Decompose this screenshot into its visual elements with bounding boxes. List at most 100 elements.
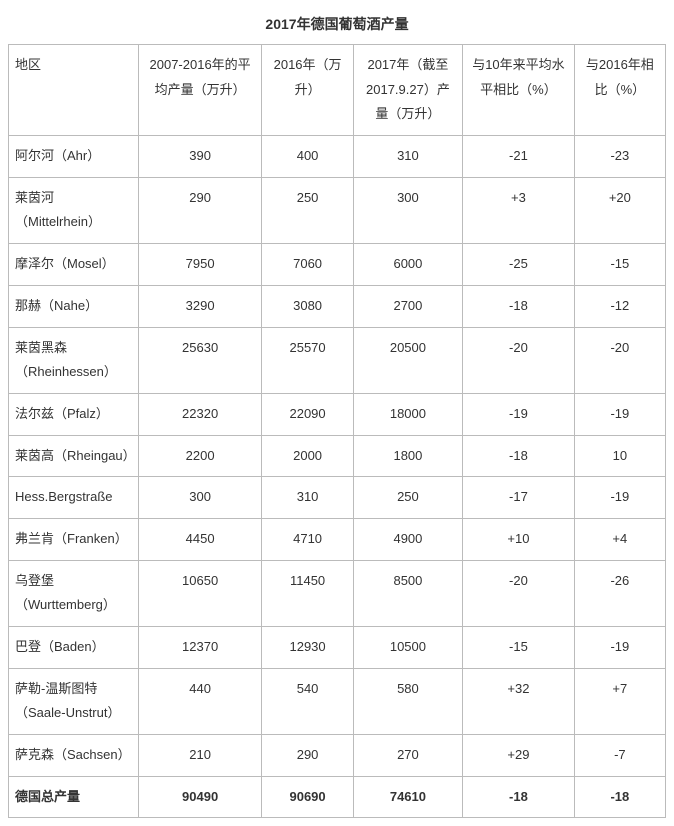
cell-vs16: -20 xyxy=(574,327,665,393)
cell-avg: 210 xyxy=(138,735,262,777)
cell-vs10: -18 xyxy=(463,435,575,477)
cell-vs16: -7 xyxy=(574,735,665,777)
cell-region: 弗兰肯（Franken） xyxy=(9,518,139,560)
cell-avg: 300 xyxy=(138,477,262,519)
table-row: 萨克森（Sachsen）210290270+29-7 xyxy=(9,735,666,777)
cell-2016: 310 xyxy=(262,477,353,519)
cell-vs16: -26 xyxy=(574,560,665,626)
cell-region: 巴登（Baden） xyxy=(9,627,139,669)
cell-avg: 440 xyxy=(138,668,262,734)
table-row: 阿尔河（Ahr）390400310-21-23 xyxy=(9,136,666,178)
table-row: 乌登堡（Wurttemberg）10650114508500-20-26 xyxy=(9,560,666,626)
cell-2017: 4900 xyxy=(353,518,462,560)
cell-vs10: -25 xyxy=(463,244,575,286)
col-header-vs10: 与10年来平均水平相比（%） xyxy=(463,45,575,136)
cell-2016: 250 xyxy=(262,177,353,243)
cell-vs10: -18 xyxy=(463,776,575,818)
col-header-vs16: 与2016年相比（%） xyxy=(574,45,665,136)
cell-2017: 20500 xyxy=(353,327,462,393)
cell-vs16: -12 xyxy=(574,285,665,327)
cell-2016: 90690 xyxy=(262,776,353,818)
cell-vs10: -19 xyxy=(463,393,575,435)
cell-2017: 10500 xyxy=(353,627,462,669)
cell-2017: 2700 xyxy=(353,285,462,327)
cell-vs10: -17 xyxy=(463,477,575,519)
cell-2016: 25570 xyxy=(262,327,353,393)
cell-region: 乌登堡（Wurttemberg） xyxy=(9,560,139,626)
cell-avg: 390 xyxy=(138,136,262,178)
cell-region: 德国总产量 xyxy=(9,776,139,818)
col-header-2016: 2016年（万升） xyxy=(262,45,353,136)
cell-region: 莱茵高（Rheingau） xyxy=(9,435,139,477)
cell-vs10: -20 xyxy=(463,560,575,626)
cell-vs10: +3 xyxy=(463,177,575,243)
cell-2017: 1800 xyxy=(353,435,462,477)
cell-vs10: -21 xyxy=(463,136,575,178)
cell-avg: 22320 xyxy=(138,393,262,435)
cell-vs10: -15 xyxy=(463,627,575,669)
cell-vs16: -18 xyxy=(574,776,665,818)
cell-vs16: -19 xyxy=(574,393,665,435)
cell-avg: 2200 xyxy=(138,435,262,477)
cell-avg: 90490 xyxy=(138,776,262,818)
table-row: 萨勒-温斯图特（Saale-Unstrut）440540580+32+7 xyxy=(9,668,666,734)
cell-2016: 7060 xyxy=(262,244,353,286)
table-row: 德国总产量904909069074610-18-18 xyxy=(9,776,666,818)
cell-vs16: -23 xyxy=(574,136,665,178)
cell-vs16: +4 xyxy=(574,518,665,560)
cell-2017: 300 xyxy=(353,177,462,243)
cell-region: 摩泽尔（Mosel） xyxy=(9,244,139,286)
table-row: 莱茵高（Rheingau）220020001800-1810 xyxy=(9,435,666,477)
table-row: 法尔兹（Pfalz）223202209018000-19-19 xyxy=(9,393,666,435)
col-header-avg: 2007-2016年的平均产量（万升） xyxy=(138,45,262,136)
table-row: 摩泽尔（Mosel）795070606000-25-15 xyxy=(9,244,666,286)
cell-2017: 250 xyxy=(353,477,462,519)
cell-2017: 6000 xyxy=(353,244,462,286)
cell-avg: 10650 xyxy=(138,560,262,626)
cell-region: 萨勒-温斯图特（Saale-Unstrut） xyxy=(9,668,139,734)
cell-2016: 22090 xyxy=(262,393,353,435)
table-row: 莱茵河（Mittelrhein）290250300+3+20 xyxy=(9,177,666,243)
cell-2017: 18000 xyxy=(353,393,462,435)
header-row: 地区 2007-2016年的平均产量（万升） 2016年（万升） 2017年（截… xyxy=(9,45,666,136)
cell-2017: 580 xyxy=(353,668,462,734)
cell-avg: 3290 xyxy=(138,285,262,327)
table-title: 2017年德国葡萄酒产量 xyxy=(8,8,666,44)
cell-vs16: -15 xyxy=(574,244,665,286)
cell-avg: 25630 xyxy=(138,327,262,393)
table-row: 弗兰肯（Franken）445047104900+10+4 xyxy=(9,518,666,560)
cell-vs16: +7 xyxy=(574,668,665,734)
cell-avg: 4450 xyxy=(138,518,262,560)
table-row: 莱茵黑森（Rheinhessen）256302557020500-20-20 xyxy=(9,327,666,393)
cell-2016: 400 xyxy=(262,136,353,178)
cell-2017: 310 xyxy=(353,136,462,178)
cell-vs16: +20 xyxy=(574,177,665,243)
cell-avg: 290 xyxy=(138,177,262,243)
cell-avg: 12370 xyxy=(138,627,262,669)
cell-2016: 4710 xyxy=(262,518,353,560)
cell-vs10: -18 xyxy=(463,285,575,327)
cell-2017: 74610 xyxy=(353,776,462,818)
table-row: 那赫（Nahe）329030802700-18-12 xyxy=(9,285,666,327)
cell-2016: 290 xyxy=(262,735,353,777)
cell-vs10: +29 xyxy=(463,735,575,777)
table-row: Hess.Bergstraße300310250-17-19 xyxy=(9,477,666,519)
cell-vs10: +32 xyxy=(463,668,575,734)
cell-vs16: -19 xyxy=(574,477,665,519)
cell-vs16: -19 xyxy=(574,627,665,669)
cell-2016: 2000 xyxy=(262,435,353,477)
cell-region: 那赫（Nahe） xyxy=(9,285,139,327)
cell-region: 萨克森（Sachsen） xyxy=(9,735,139,777)
cell-region: Hess.Bergstraße xyxy=(9,477,139,519)
cell-region: 莱茵河（Mittelrhein） xyxy=(9,177,139,243)
cell-vs10: -20 xyxy=(463,327,575,393)
col-header-2017: 2017年（截至2017.9.27）产量（万升） xyxy=(353,45,462,136)
cell-2017: 270 xyxy=(353,735,462,777)
cell-region: 阿尔河（Ahr） xyxy=(9,136,139,178)
wine-production-table: 地区 2007-2016年的平均产量（万升） 2016年（万升） 2017年（截… xyxy=(8,44,666,818)
cell-2016: 3080 xyxy=(262,285,353,327)
cell-vs16: 10 xyxy=(574,435,665,477)
cell-region: 莱茵黑森（Rheinhessen） xyxy=(9,327,139,393)
cell-vs10: +10 xyxy=(463,518,575,560)
col-header-region: 地区 xyxy=(9,45,139,136)
